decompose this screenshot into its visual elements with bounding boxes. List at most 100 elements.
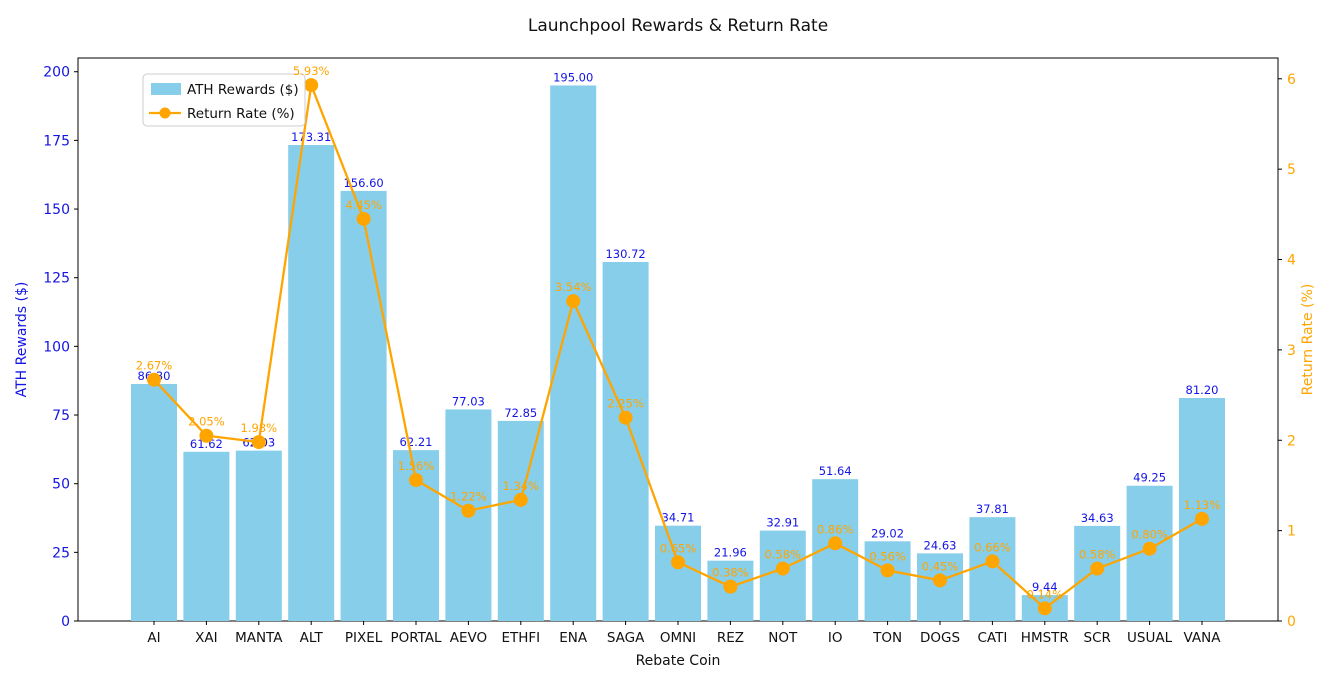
rate-label-VANA: 1.13% (1184, 498, 1221, 512)
legend-box (142, 73, 306, 127)
bar-label-PORTAL: 62.21 (400, 435, 433, 449)
rate-label-SCR: 0.58% (1079, 548, 1116, 562)
bar-label-AEVO: 77.03 (452, 394, 485, 408)
y-axis-left-title: ATH Rewards ($) (14, 282, 30, 398)
x-tick-label-TON: TON (872, 630, 902, 646)
bar-CATI (969, 517, 1016, 621)
bar-label-XAI: 61.62 (190, 437, 223, 451)
left-tick-label: 50 (52, 477, 70, 493)
marker-XAI (199, 428, 214, 443)
marker-AEVO (461, 503, 476, 518)
bar-label-SAGA: 130.72 (605, 247, 645, 261)
rate-labels: 2.67% 2.05% 1.98% 5.93% 4.45% 1.56% 1.22% 1.34%… (136, 64, 1221, 601)
x-tick-label-REZ: REZ (717, 630, 744, 646)
rate-label-ALT: 5.93% (293, 64, 330, 78)
bar-AI (131, 383, 177, 621)
rate-label-DOGS: 0.45% (922, 559, 959, 573)
x-axis-title: Rebate Coin (636, 653, 721, 669)
rate-label-IO: 0.86% (817, 522, 854, 536)
bar-label-CATI: 37.81 (976, 502, 1009, 516)
right-tick-label: 2 (1287, 433, 1296, 449)
rate-label-ETHFI: 1.34% (503, 479, 540, 493)
bar-label-ETHFI: 72.85 (504, 406, 537, 420)
rate-label-OMNI: 0.65% (660, 541, 697, 555)
left-tick-label: 25 (52, 545, 70, 561)
bar-label-TON: 29.02 (871, 526, 904, 540)
marker-IO (828, 536, 843, 551)
left-tick-label: 150 (43, 202, 70, 218)
left-tick-label: 175 (43, 133, 70, 149)
right-tick-label: 6 (1287, 72, 1296, 88)
rate-label-ENA: 3.54% (555, 280, 592, 294)
x-tick-label-OMNI: OMNI (660, 630, 696, 646)
legend-swatch-bar (151, 83, 181, 95)
bar-MANTA (235, 450, 282, 621)
x-tick-label-AI: AI (147, 630, 160, 646)
x-tick-label-SAGA: SAGA (607, 630, 645, 646)
rate-label-PORTAL: 1.56% (398, 459, 435, 473)
rate-label-USUAL: 0.80% (1131, 528, 1168, 542)
right-tick-label: 0 (1287, 614, 1296, 630)
x-tick-label-PORTAL: PORTAL (390, 630, 442, 646)
bar-XAI (183, 451, 230, 621)
x-tick-label-IO: IO (828, 630, 843, 646)
return-rate-markers (147, 78, 1209, 616)
chart-title: Launchpool Rewards & Return Rate (528, 16, 828, 36)
rate-label-MANTA: 1.98% (241, 421, 278, 435)
x-tick-label-ALT: ALT (300, 630, 324, 646)
right-tick-label: 3 (1287, 343, 1296, 359)
marker-VANA (1195, 511, 1209, 526)
bar-value-labels: 86.3061.6262.03173.31156.6062.2177.0372.… (138, 70, 1219, 594)
x-tick-label-CATI: CATI (977, 630, 1007, 646)
marker-ETHFI (513, 492, 528, 507)
bar-PIXEL (340, 190, 387, 622)
bar-OMNI (655, 525, 701, 621)
x-tick-label-HMSTR: HMSTR (1021, 630, 1069, 646)
bar-label-IO: 51.64 (819, 464, 852, 478)
marker-HMSTR (1037, 601, 1052, 616)
marker-TON (880, 563, 895, 578)
x-tick-label-VANA: VANA (1184, 630, 1222, 646)
x-tick-label-DOGS: DOGS (920, 630, 960, 646)
x-tick-label-USUAL: USUAL (1127, 630, 1173, 646)
x-tick-label-AEVO: AEVO (450, 630, 487, 646)
x-axis: AI XAI MANTA ALT PIXEL PORTAL AEVO ETHFI ENA SAGA… (147, 621, 1221, 646)
bar-ENA (550, 85, 597, 621)
x-tick-label-ENA: ENA (559, 630, 588, 646)
x-tick-label-MANTA: MANTA (235, 630, 283, 646)
rate-label-CATI: 0.66% (974, 540, 1011, 554)
bar-NOT (759, 530, 806, 621)
bar-label-USUAL: 49.25 (1133, 471, 1166, 485)
bar-SAGA (602, 261, 649, 621)
x-tick-label-SCR: SCR (1084, 630, 1111, 646)
bar-label-DOGS: 24.63 (924, 538, 957, 552)
x-tick-label-XAI: XAI (195, 630, 217, 646)
bar-label-OMNI: 34.71 (662, 511, 695, 525)
bar-label-SCR: 34.63 (1081, 511, 1114, 525)
right-tick-label: 4 (1287, 253, 1296, 269)
legend-label-ath-rewards: ATH Rewards ($) (187, 82, 299, 98)
bar-label-ALT: 173.31 (291, 130, 331, 144)
marker-ALT (304, 78, 319, 93)
bar-label-VANA: 81.20 (1186, 383, 1219, 397)
marker-SCR (1090, 561, 1105, 576)
marker-MANTA (251, 435, 266, 450)
x-tick-label-PIXEL: PIXEL (345, 630, 383, 646)
marker-OMNI (671, 555, 685, 570)
marker-SAGA (618, 410, 633, 425)
rate-label-REZ: 0.38% (712, 566, 749, 580)
legend: ATH Rewards ($) Return Rate (%) (142, 73, 306, 127)
bar-ALT (288, 145, 335, 621)
marker-USUAL (1142, 541, 1157, 556)
bar-label-REZ: 21.96 (714, 546, 747, 560)
rate-label-AI: 2.67% (136, 359, 173, 373)
y-axis-left: 0 25 50 75 100 125 150 175 200 (43, 65, 78, 630)
legend-marker-sample (159, 107, 171, 119)
right-tick-label: 5 (1287, 162, 1296, 178)
y-axis-right-title: Return Rate (%) (1300, 284, 1316, 396)
rate-label-PIXEL: 4.45% (345, 198, 382, 212)
rate-label-NOT: 0.58% (765, 548, 802, 562)
bar-TON (864, 541, 911, 621)
